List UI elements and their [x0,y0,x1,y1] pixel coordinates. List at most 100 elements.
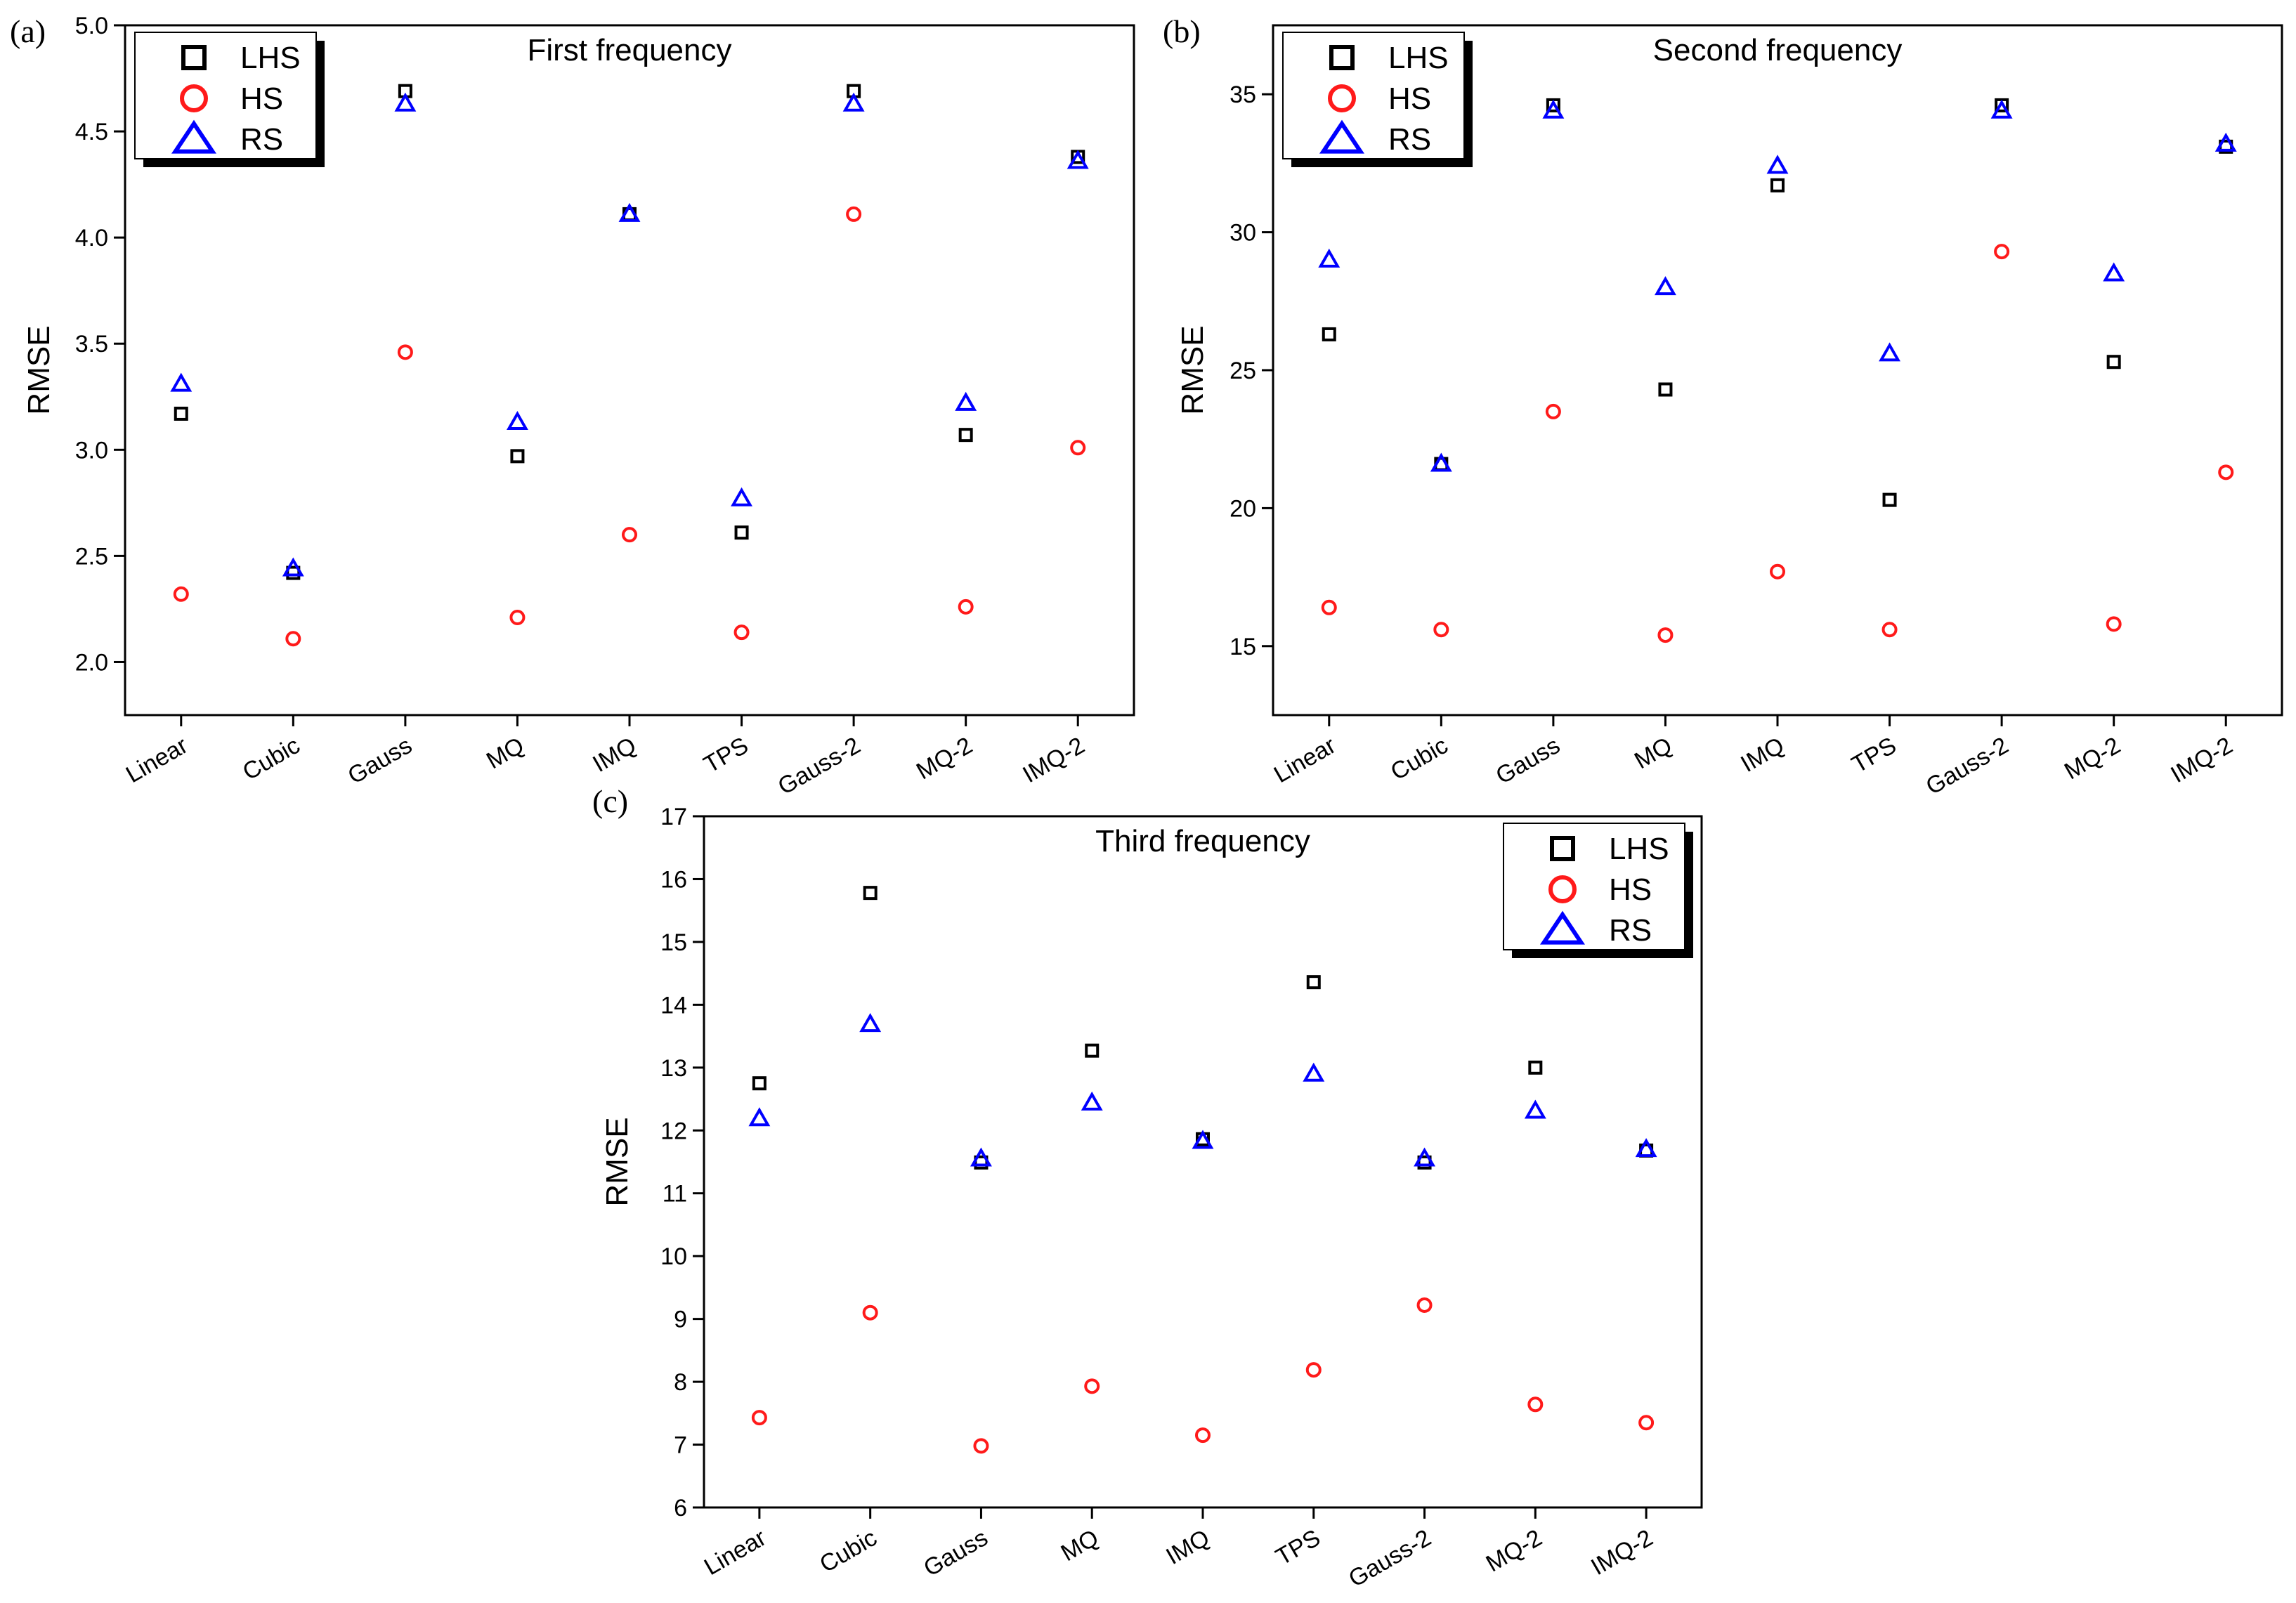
data-point-rs [1654,276,1676,296]
y-tick-label: 9 [674,1307,687,1333]
data-point-rs [1303,1062,1325,1082]
x-tick-label: Cubic [238,732,304,785]
data-point-lhs [510,449,525,464]
data-point-rs [1524,1099,1546,1119]
data-point-hs [1084,1378,1100,1394]
y-tick-label: 25 [1229,358,1256,384]
legend-box [134,32,317,159]
x-tick-label: IMQ [1736,732,1789,778]
data-point-hs [1881,622,1898,638]
data-point-hs [1994,244,2010,260]
data-point-hs [1433,622,1449,638]
data-point-lhs [1658,382,1673,397]
data-point-hs [2106,616,2122,632]
legend-marker-lhs [1329,45,1355,70]
chart-panel-c: 6 7 8 9 10 11 12 13 14 15 16 17 Linear Cubic Gauss MQ IM… [592,783,1703,1592]
data-point-hs [1770,563,1785,580]
data-point-hs [1321,599,1337,615]
data-point-rs [2103,262,2125,282]
x-tick-label: Linear [122,732,193,788]
data-point-hs [1527,1396,1544,1413]
legend-marker-lhs [1550,836,1575,861]
y-tick-label: 4.5 [75,119,108,145]
data-point-rs [1081,1091,1103,1111]
x-tick-label: MQ [1630,732,1676,774]
x-tick-label: Gauss-2 [1344,1524,1435,1592]
legend-marker-rs [1319,119,1365,154]
y-tick-label: 16 [660,866,687,893]
data-point-rs [1635,1138,1657,1158]
legend-label-hs: HS [1388,81,1431,116]
x-tick-label: Gauss-2 [1922,732,2013,800]
data-point-hs [1305,1362,1322,1378]
legend-box [1282,32,1465,159]
x-tick-label: Linear [1270,732,1341,788]
y-tick-label: 5.0 [75,13,108,39]
data-point-lhs [1085,1043,1100,1058]
data-point-lhs [1882,492,1897,507]
y-tick-label: 14 [660,992,687,1019]
x-tick-label: MQ-2 [2060,732,2125,785]
y-axis-label: RMSE [600,1117,634,1206]
data-point-hs [973,1438,989,1454]
legend-label-hs: HS [240,81,283,116]
y-tick-label: 3.5 [75,331,108,358]
data-point-hs [1070,440,1086,456]
y-tick-label: 15 [660,929,687,956]
data-point-hs [2218,464,2234,480]
legend-box [1503,823,1685,950]
data-point-rs [506,410,528,431]
data-point-rs [1067,150,1089,169]
data-point-hs [1638,1415,1655,1431]
data-point-rs [1430,452,1452,472]
data-point-rs [859,1013,882,1033]
y-tick-label: 4.0 [75,225,108,251]
data-point-lhs [1770,178,1785,192]
panel-label: (c) [592,783,628,819]
y-tick-label: 6 [674,1495,687,1522]
y-axis-label: RMSE [1175,325,1210,414]
y-tick-label: 30 [1229,220,1256,247]
data-point-rs [282,557,304,577]
data-point-hs [1416,1297,1433,1313]
legend-marker-hs [1548,875,1577,903]
y-tick-label: 12 [660,1118,687,1144]
data-point-rs [618,202,641,222]
chart-title: First frequency [528,33,732,67]
x-tick-label: IMQ-2 [1018,732,1089,788]
x-tick-label: MQ [482,732,528,774]
x-tick-label: TPS [1272,1524,1325,1571]
x-tick-label: Gauss-2 [774,732,865,800]
data-point-rs [955,391,977,411]
y-tick-label: 2.0 [75,649,108,676]
x-tick-label: Linear [700,1524,771,1581]
y-tick-label: 11 [663,1181,687,1208]
data-point-lhs [958,428,973,443]
data-point-lhs [2106,355,2121,369]
data-point-hs [1545,403,1561,419]
data-point-lhs [863,886,878,901]
y-tick-label: 15 [1229,634,1256,660]
data-point-rs [1192,1130,1214,1149]
data-point-hs [958,598,974,615]
data-point-rs [1318,248,1341,268]
x-tick-label: TPS [1847,732,1900,778]
y-tick-label: 10 [660,1243,687,1270]
data-point-hs [397,344,413,360]
legend-label-rs: RS [1388,122,1431,157]
legend-marker-rs [1539,910,1586,945]
data-point-hs [173,586,189,602]
x-tick-label: IMQ [1161,1524,1214,1570]
x-tick-label: MQ [1057,1524,1103,1566]
data-point-rs [394,92,417,112]
data-point-rs [970,1147,992,1167]
data-point-lhs [1322,327,1336,341]
chart-panel-a: 2.0 2.5 3.0 3.5 4.0 4.5 5.0 Linear Cubic Gauss MQ I… [10,13,1135,800]
y-tick-label: 20 [1229,495,1256,522]
y-tick-label: 8 [674,1369,687,1396]
panel-label: (a) [10,13,46,49]
data-point-hs [622,527,637,543]
data-point-rs [731,487,753,506]
x-tick-label: IMQ-2 [2166,732,2237,788]
